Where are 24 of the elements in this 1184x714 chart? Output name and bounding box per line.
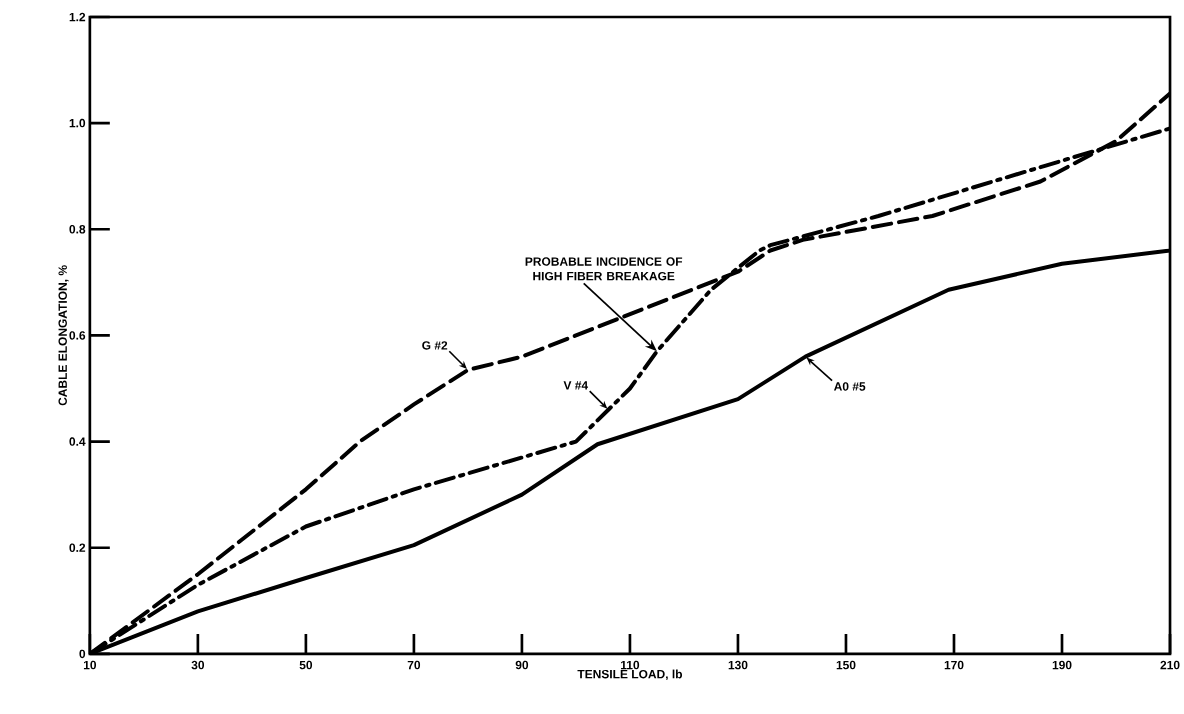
x-axis-title: TENSILE LOAD, lb <box>577 669 683 681</box>
x-tick-label: 70 <box>407 660 421 670</box>
y-tick-label: 1.0 <box>69 118 86 128</box>
x-tick-label: 190 <box>1052 660 1072 670</box>
text: G #2 <box>422 341 448 350</box>
y-tick-label: 0 <box>79 649 86 659</box>
annotation: PROBABLE INCIDENCE OF HIGH FIBER BREAKAGE <box>525 257 683 281</box>
x-tick-label: 50 <box>299 660 313 670</box>
y-tick-label: 0.8 <box>69 225 86 234</box>
text: V #4 <box>563 381 589 390</box>
y-tick-label: 0.2 <box>69 543 86 553</box>
x-tick-label: 130 <box>728 660 748 670</box>
y-tick-label: 0.6 <box>69 331 86 340</box>
x-tick-label: 170 <box>944 660 964 670</box>
text: A0 #5 <box>833 382 866 391</box>
x-tick-label: 150 <box>836 660 856 670</box>
x-tick-label: 110 <box>621 660 640 670</box>
y-tick-label: 1.2 <box>69 12 86 22</box>
x-tick-label: 10 <box>83 660 97 670</box>
y-tick-label: 0.4 <box>69 437 86 446</box>
x-tick-label: 210 <box>1160 660 1180 670</box>
x-tick-label: 90 <box>515 660 529 670</box>
y-axis-title: CABLE ELONGATION, % <box>58 265 69 406</box>
x-tick-label: 30 <box>191 660 205 670</box>
